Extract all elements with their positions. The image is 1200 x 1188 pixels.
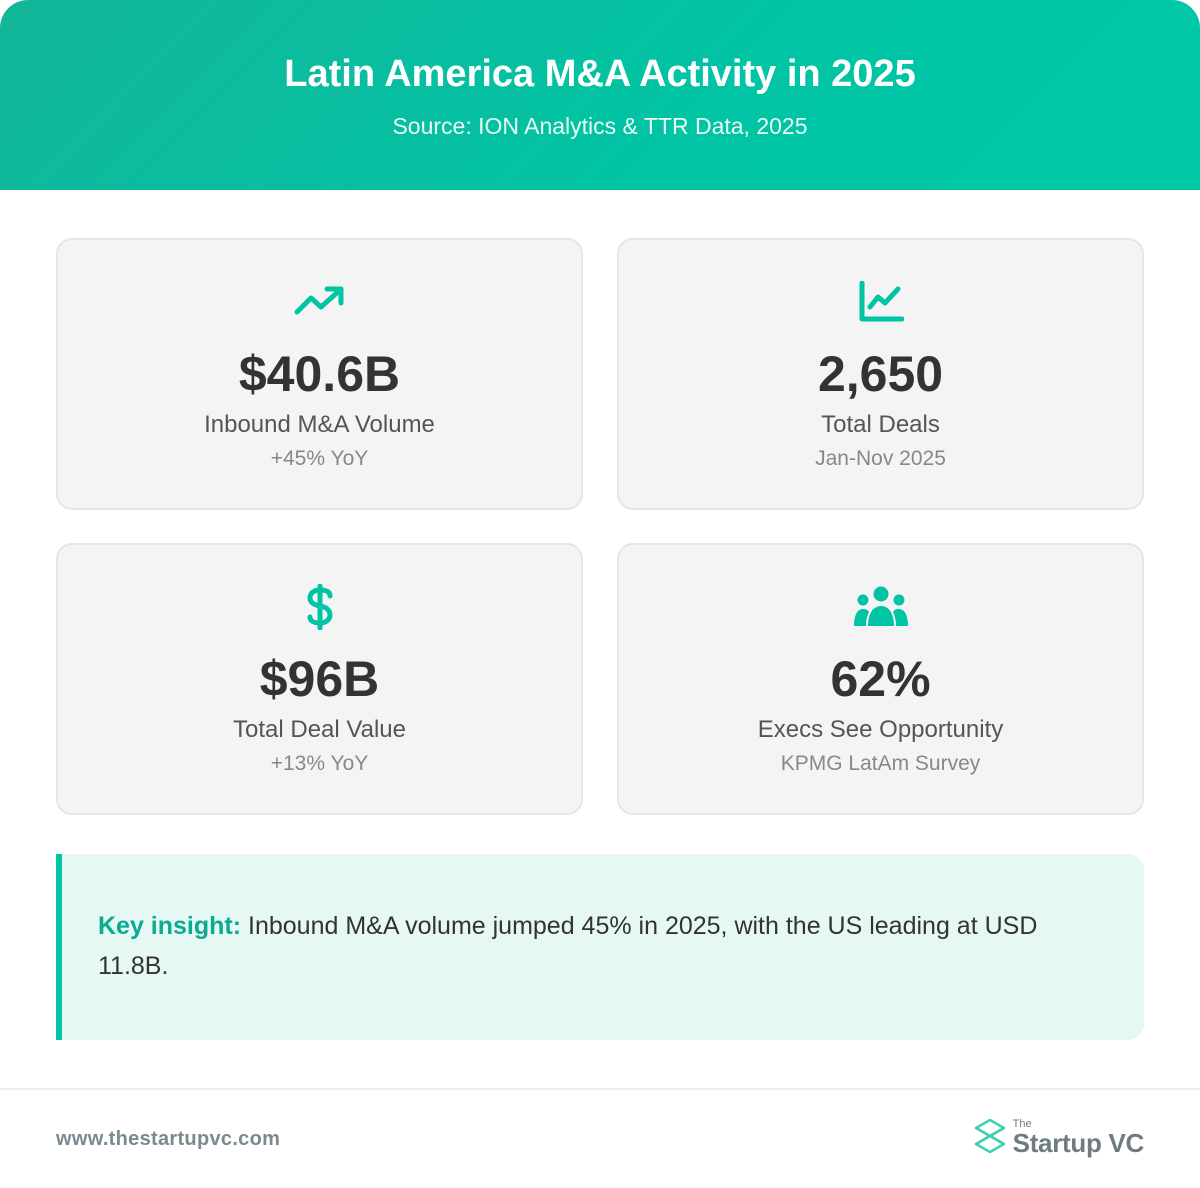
website-url[interactable]: www.thestartupvc.com [56, 1128, 281, 1150]
stat-value: $40.6B [238, 346, 401, 402]
trending-up-icon [58, 280, 581, 324]
key-insight-label: Key insight: [98, 912, 242, 940]
stat-label: Execs See Opportunity [757, 716, 1004, 743]
stat-value: $96B [259, 651, 380, 707]
brand-small-text: The [1012, 1118, 1032, 1130]
key-insight-text: Inbound M&A volume jumped 45% in 2025, w… [98, 912, 1038, 980]
people-group-icon [619, 585, 1142, 629]
line-chart-icon [619, 280, 1142, 324]
stat-note: Jan-Nov 2025 [815, 447, 946, 470]
stat-label: Total Deals [821, 411, 940, 438]
stat-note: KPMG LatAm Survey [780, 752, 981, 775]
stat-value: 2,650 [817, 346, 944, 402]
stat-value: 62% [830, 651, 931, 707]
brand-name: Startup VC [1012, 1128, 1145, 1158]
stats-grid: $40.6B Inbound M&A Volume +45% YoY 2,650… [56, 238, 1144, 815]
key-insight-box: Key insight: Inbound M&A volume jumped 4… [56, 854, 1144, 1040]
stat-label: Total Deal Value [233, 716, 406, 743]
brand-wordmark: The Startup VC [1012, 1116, 1145, 1160]
footer: www.thestartupvc.com The Startup VC [0, 1088, 1200, 1188]
page-subtitle: Source: ION Analytics & TTR Data, 2025 [392, 113, 808, 139]
stat-note: +45% YoY [270, 447, 369, 470]
header-banner: Latin America M&A Activity in 2025 Sourc… [0, 0, 1200, 190]
stat-label: Inbound M&A Volume [204, 411, 435, 438]
startupvc-logo-icon [973, 1118, 1007, 1159]
stat-note: +13% YoY [270, 752, 369, 775]
stat-card-inbound-volume: $40.6B Inbound M&A Volume +45% YoY [56, 238, 583, 510]
stat-card-total-deal-value: $96B Total Deal Value +13% YoY [56, 543, 583, 815]
dollar-sign-icon [58, 584, 581, 630]
brand-logo: The Startup VC [973, 1116, 1144, 1160]
page-title: Latin America M&A Activity in 2025 [284, 53, 916, 95]
stat-card-total-deals: 2,650 Total Deals Jan-Nov 2025 [617, 238, 1144, 510]
stat-card-execs-opportunity: 62% Execs See Opportunity KPMG LatAm Sur… [617, 543, 1144, 815]
